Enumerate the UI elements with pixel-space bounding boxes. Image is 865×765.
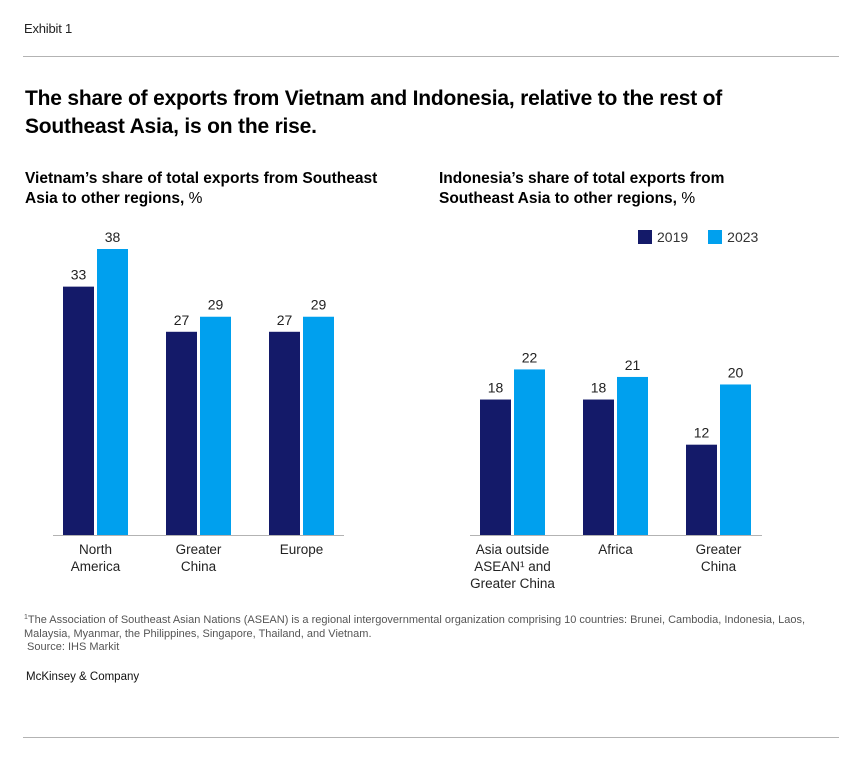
bar-2023-1: [200, 316, 231, 535]
legend-label-2019: 2019: [657, 229, 689, 245]
chart-title-indonesia: Indonesia’s share of total exports from …: [439, 169, 799, 209]
legend: 2019 2023: [638, 229, 758, 245]
bar-2019-2: [686, 444, 717, 535]
chart-title-vietnam-unit: %: [188, 190, 203, 207]
data-label-2023-1: 29: [208, 297, 224, 313]
bar-2019-1: [583, 399, 614, 535]
chart-title-vietnam: Vietnam’s share of total exports from So…: [25, 169, 385, 209]
brand-logo-text: McKinsey & Company: [26, 671, 140, 683]
category-label-1: Greater China: [176, 542, 222, 574]
bar-2023-0: [514, 369, 545, 535]
headline: The share of exports from Vietnam and In…: [25, 87, 723, 138]
data-label-2019-2: 12: [694, 425, 710, 441]
bar-2023-2: [720, 384, 751, 535]
data-label-2023-0: 22: [522, 349, 538, 365]
source-note: Source: IHS Markit: [27, 641, 120, 653]
category-label-0: North America: [71, 542, 121, 574]
legend-item-2023: 2023: [708, 229, 758, 245]
bottom-divider: [23, 737, 839, 738]
category-label-1: Africa: [598, 542, 633, 557]
chart-indonesia: 18 18 12 22 21 20 Asia outside ASEAN¹ and Greate…: [470, 349, 762, 591]
bar-2019-0: [63, 286, 94, 535]
legend-label-2023: 2023: [727, 229, 759, 245]
category-label-2: Greater China: [696, 542, 742, 574]
chart-title-vietnam-text: Vietnam’s share of total exports from So…: [25, 170, 378, 207]
bar-2019-1: [166, 331, 197, 535]
bar-2023-2: [303, 316, 334, 535]
data-label-2023-2: 20: [728, 364, 744, 380]
data-label-2019-1: 18: [591, 380, 607, 396]
top-divider: [23, 56, 839, 57]
data-label-2019-2: 27: [277, 312, 293, 328]
data-label-2023-1: 21: [625, 357, 641, 373]
legend-swatch-2023: [708, 230, 723, 244]
data-label-2023-0: 38: [105, 229, 121, 245]
legend-swatch-2019: [638, 230, 652, 244]
legend-item-2019: 2019: [638, 229, 688, 245]
bar-2019-2: [269, 331, 300, 535]
chart-title-indonesia-unit: %: [681, 190, 696, 207]
footnote: 1The Association of Southeast Asian Nati…: [24, 614, 844, 641]
chart-vietnam: 33 27 27 38 29 29 North America Greater China Euro…: [53, 229, 344, 574]
footnote-text: The Association of Southeast Asian Natio…: [24, 614, 806, 640]
data-label-2019-1: 27: [174, 312, 190, 328]
data-label-2019-0: 18: [488, 380, 504, 396]
exhibit-label: Exhibit 1: [24, 21, 73, 36]
footnote-marker: 1: [24, 614, 28, 621]
data-label-2019-0: 33: [71, 267, 87, 283]
data-label-2023-2: 29: [311, 297, 327, 313]
bar-2023-1: [617, 376, 648, 535]
category-label-0: Asia outside ASEAN¹ and Greater China: [470, 542, 555, 591]
category-label-2: Europe: [280, 542, 324, 557]
bar-2019-0: [480, 399, 511, 535]
chart-title-indonesia-text: Indonesia’s share of total exports from …: [439, 170, 725, 207]
bar-2023-0: [97, 249, 128, 535]
